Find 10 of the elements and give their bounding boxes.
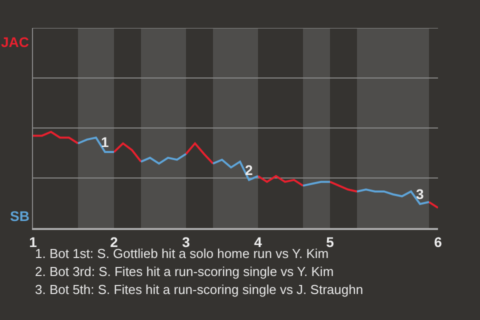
x-tick-label: 1 [29, 234, 38, 250]
annotation: 2 [245, 162, 253, 178]
text: 2. Bot 3rd: S. Fites hit a run-scoring single vs Y. Kim [35, 264, 334, 279]
text: SB [10, 208, 30, 224]
text: JAC [1, 34, 30, 50]
x-tick-label: 5 [326, 234, 334, 250]
x-tick-label: 6 [434, 234, 442, 250]
annotation: 1 [101, 134, 109, 150]
text: 3. Bot 5th: S. Fites hit a run-scoring single vs J. Straughn [35, 282, 364, 297]
annotation: 3 [416, 186, 424, 202]
